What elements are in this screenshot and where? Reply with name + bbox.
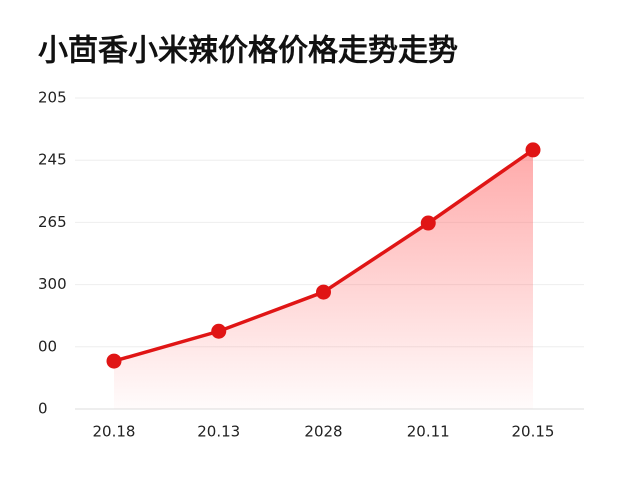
- area: [114, 149, 533, 409]
- point: [525, 142, 541, 158]
- y-tick-label: 205: [38, 89, 67, 107]
- x-tick-label: 20.15: [512, 423, 555, 441]
- x-tick-label: 20.18: [93, 423, 136, 441]
- point: [420, 215, 436, 231]
- y-tick-label: 0: [38, 400, 48, 418]
- point: [106, 353, 122, 369]
- y-tick-label: 300: [38, 275, 67, 293]
- x-tick-label: 20.11: [407, 423, 450, 441]
- y-tick-label: 245: [38, 151, 67, 169]
- x-tick-label: 20.13: [197, 423, 240, 441]
- point: [316, 284, 331, 300]
- chart-title: 小茴香小米辣价格价格走势走势: [38, 34, 458, 69]
- y-tick-label: 00: [38, 337, 57, 355]
- y-tick-label: 265: [38, 213, 67, 231]
- x-tick-label: 2028: [304, 423, 342, 441]
- point: [211, 323, 227, 339]
